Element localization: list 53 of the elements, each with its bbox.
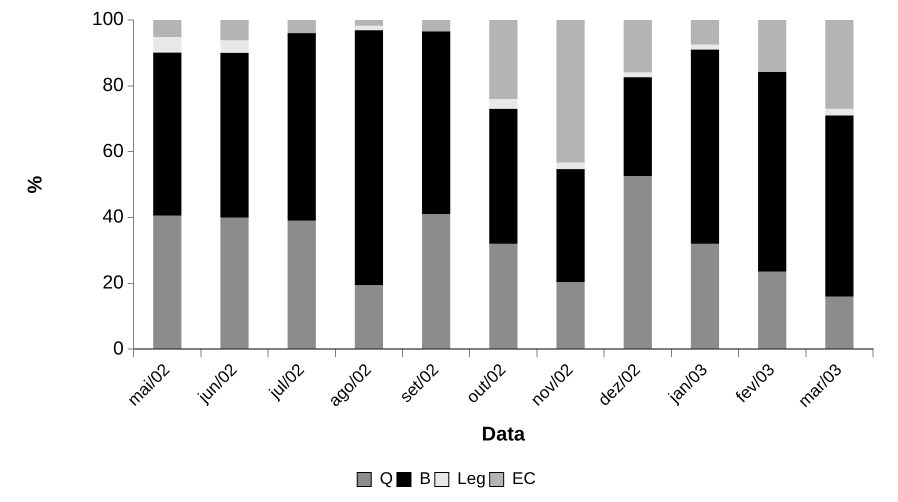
legend-label: Leg	[457, 469, 486, 488]
bar	[690, 50, 720, 244]
bar	[624, 77, 652, 176]
bar	[690, 244, 720, 349]
bar	[825, 115, 854, 296]
y-tick-label: 80	[102, 75, 124, 96]
bar	[489, 20, 518, 99]
bar	[354, 26, 384, 30]
bar	[153, 20, 182, 38]
bar	[489, 99, 518, 109]
bar	[422, 20, 450, 32]
bar	[288, 220, 316, 349]
bar	[422, 214, 450, 349]
bar	[489, 244, 518, 349]
legend-label: B	[419, 469, 431, 488]
bar	[354, 20, 384, 26]
bar	[758, 72, 786, 272]
bar	[354, 285, 384, 349]
bar	[354, 30, 384, 286]
bar	[153, 216, 182, 349]
bar	[825, 296, 854, 349]
bar	[825, 20, 854, 109]
bar	[422, 32, 450, 214]
bar	[220, 20, 249, 40]
bar	[220, 52, 249, 218]
bar	[288, 20, 316, 34]
bar	[624, 72, 652, 78]
bar	[220, 218, 249, 349]
bar	[690, 44, 720, 50]
bar	[556, 169, 585, 282]
bar	[220, 40, 249, 53]
x-axis-title: Data	[482, 424, 526, 446]
bar	[288, 33, 316, 221]
y-axis-title: %	[24, 175, 47, 194]
y-tick-label: 20	[102, 272, 124, 294]
bar	[758, 271, 786, 349]
bar	[153, 52, 182, 216]
bar	[556, 162, 585, 170]
bar	[758, 20, 786, 72]
bar	[556, 20, 585, 163]
bar	[624, 176, 652, 349]
bar	[489, 108, 518, 244]
bar	[690, 20, 720, 45]
bar	[153, 37, 182, 53]
bar	[825, 108, 854, 116]
y-tick-label: 60	[102, 140, 124, 162]
y-tick-label: 0	[113, 338, 124, 360]
bar	[624, 20, 652, 72]
bar	[556, 282, 585, 349]
legend-label: Q	[380, 469, 393, 488]
y-tick-label: 100	[92, 9, 124, 30]
y-tick-label: 40	[102, 206, 124, 228]
legend-label: EC	[512, 469, 536, 488]
